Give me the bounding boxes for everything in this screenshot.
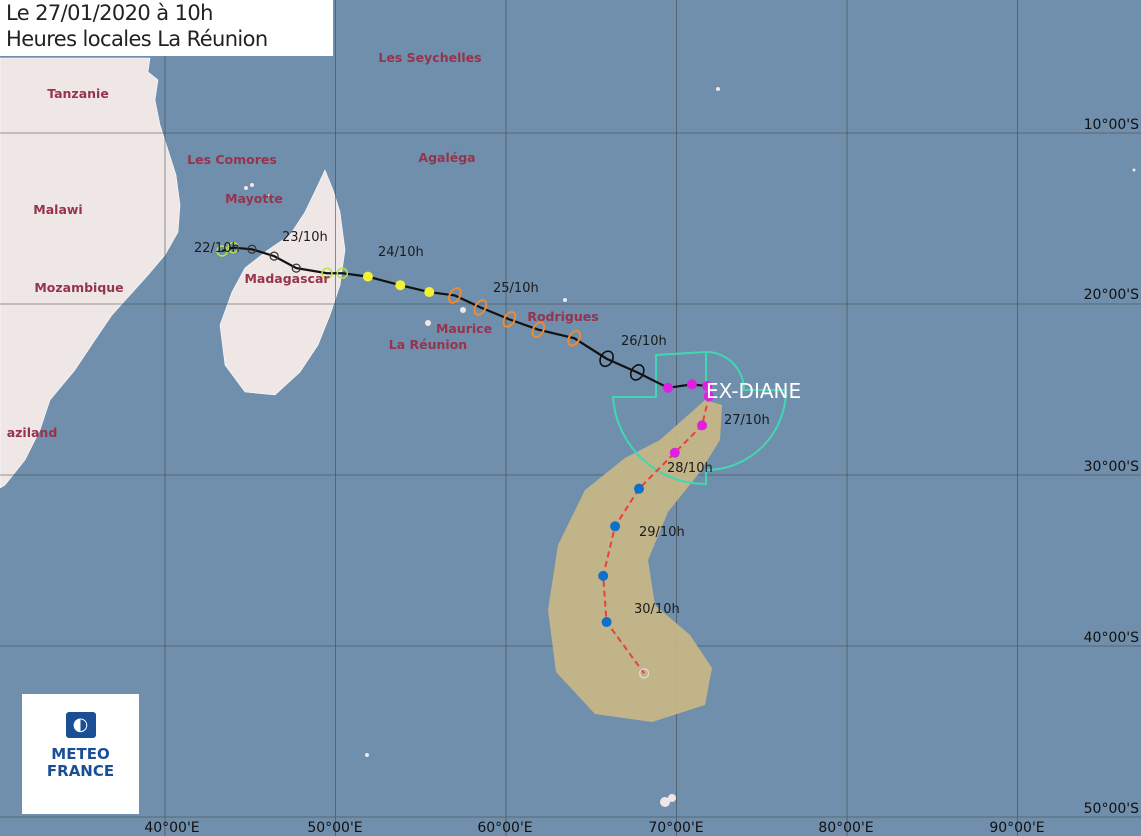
place-label: Rodrigues (527, 309, 598, 324)
track-point-severe-storm-icon (567, 329, 582, 347)
track-point-depression (336, 267, 349, 279)
place-label: Les Comores (187, 152, 277, 167)
longitude-label: 90°00'E (989, 820, 1044, 836)
track-point-residual (601, 617, 612, 628)
track-date-label: 25/10h (493, 281, 539, 296)
latitude-label: 30°00'S (1084, 459, 1139, 475)
storm-name-label: EX-DIANE (706, 379, 801, 403)
track-date-label: 24/10h (378, 245, 424, 260)
track-point-residual (633, 483, 644, 494)
track-point-residual (610, 521, 621, 532)
madagascar-landmass (219, 169, 346, 396)
track-point-severe-storm-icon (447, 287, 462, 304)
track-point-low (291, 263, 301, 273)
logo-line1: METEO (51, 745, 110, 763)
longitude-label: 60°00'E (477, 820, 532, 836)
track-point-depression (321, 267, 333, 279)
latitude-label: 40°00'S (1084, 630, 1139, 646)
track-point-moderate-storm (362, 271, 373, 282)
place-label: Tanzanie (47, 86, 109, 101)
place-label: La Réunion (389, 337, 467, 352)
track-date-label: 26/10h (621, 334, 667, 349)
track-date-label: 28/10h (667, 461, 713, 476)
longitude-label: 70°00'E (648, 820, 703, 836)
place-label: Agaléga (418, 150, 475, 165)
longitude-label: 80°00'E (818, 820, 873, 836)
track-point-extratropical (702, 381, 713, 392)
uncertainty-cone (548, 400, 722, 722)
meteo-france-logo: ◐ METEO FRANCE (22, 694, 139, 814)
track-point-depression (227, 241, 239, 254)
track-point-moderate-storm (424, 287, 435, 298)
place-label: Malawi (33, 202, 82, 217)
track-point-cyclone-icon (629, 364, 645, 381)
track-point-extratropical (703, 391, 714, 402)
track-point-residual (598, 570, 609, 581)
track-point-end (639, 668, 650, 679)
track-date-label: 22/10h (194, 241, 240, 256)
timezone-line: Heures locales La Réunion (6, 27, 268, 51)
track-point-extratropical (686, 379, 697, 390)
place-label: Mozambique (34, 280, 123, 295)
place-label: Maurice (436, 321, 492, 336)
track-date-label: 27/10h (724, 413, 770, 428)
track-point-depression (216, 245, 228, 257)
latitude-label: 10°00'S (1084, 117, 1139, 133)
track-date-label: 29/10h (639, 525, 685, 540)
longitude-label: 40°00'E (144, 820, 199, 836)
track-point-low (247, 244, 257, 254)
track-point-low (269, 251, 279, 261)
track-point-extratropical (662, 382, 673, 393)
longitude-label: 50°00'E (307, 820, 362, 836)
header: Le 27/01/2020 à 10h Heures locales La Ré… (0, 0, 333, 56)
track-point-moderate-storm (395, 280, 406, 291)
place-label: aziland (7, 425, 58, 440)
track-point-cyclone-icon (599, 350, 614, 368)
track-date-label: 30/10h (634, 602, 680, 617)
latitude-label: 20°00'S (1084, 287, 1139, 303)
track-point-severe-storm-icon (531, 321, 546, 339)
track-point-extratropical (669, 447, 680, 458)
track-point-severe-storm-icon (473, 299, 488, 316)
track-point-extratropical (697, 420, 708, 431)
logo-line2: FRANCE (46, 762, 115, 780)
small-islands (244, 87, 1136, 807)
place-label: Les Seychelles (378, 50, 481, 65)
date-line: Le 27/01/2020 à 10h (6, 1, 213, 25)
wind-radii (611, 350, 788, 486)
track-date-label: 23/10h (282, 230, 328, 245)
africa-landmass (0, 57, 181, 489)
place-label: Mayotte (225, 191, 283, 206)
track-point-severe-storm-icon (502, 311, 517, 328)
latitude-label: 50°00'S (1084, 801, 1139, 817)
place-label: Madagascar (244, 271, 330, 286)
logo-icon: ◐ (65, 712, 96, 738)
forecast-track-line (602, 385, 710, 674)
